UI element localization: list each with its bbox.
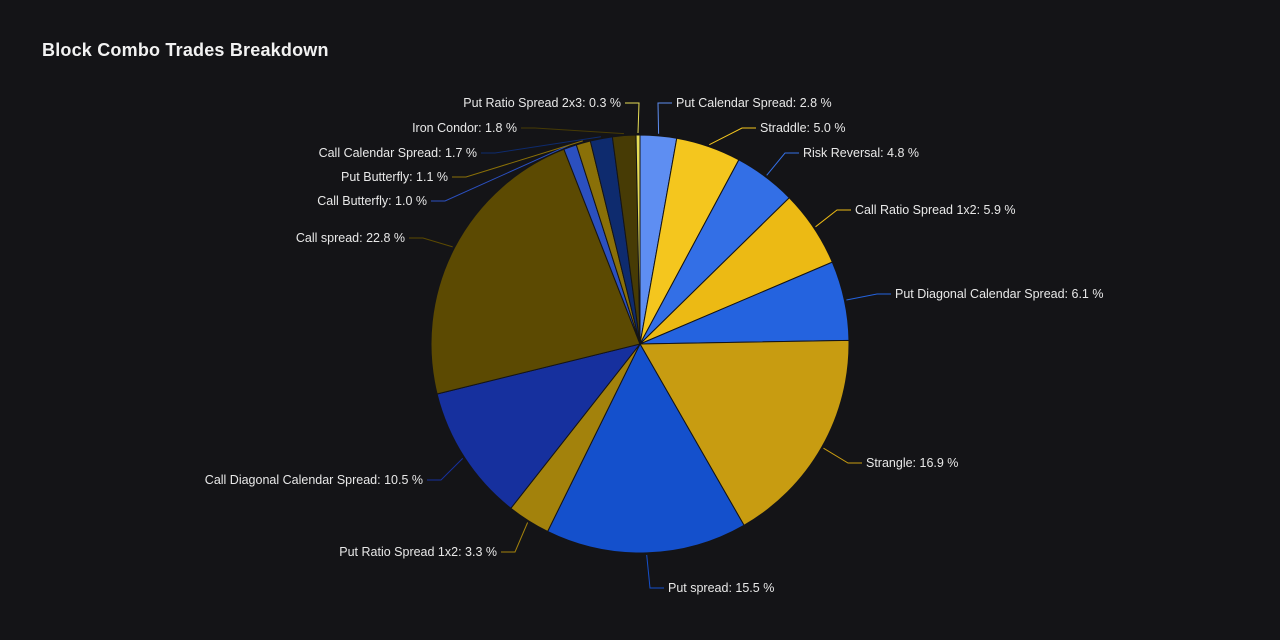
label-connector-straddle [709,127,756,146]
slice-label-put-calendar-spread: Put Calendar Spread: 2.8 % [676,96,832,110]
label-connector-put-spread [646,554,664,589]
slice-label-strangle: Strangle: 16.9 % [866,456,959,470]
slice-label-call-butterfly: Call Butterfly: 1.0 % [317,194,427,208]
slice-label-put-spread: Put spread: 15.5 % [668,581,775,595]
slice-label-risk-reversal: Risk Reversal: 4.8 % [803,146,920,160]
label-connector-call-spread [409,237,453,248]
slice-label-put-diagonal-calendar-spread: Put Diagonal Calendar Spread: 6.1 % [895,287,1104,301]
slice-label-put-ratio-spread-2x3: Put Ratio Spread 2x3: 0.3 % [463,96,621,110]
label-connector-strangle [823,447,862,464]
label-connector-put-butterfly [452,140,583,178]
pie-slice-put-ratio-spread-2x3[interactable] [635,134,641,345]
label-connector-call-calendar-spread [481,136,601,154]
label-connector-put-ratio-spread-1x2 [501,522,529,553]
slice-label-call-spread: Call spread: 22.8 % [295,231,405,245]
slice-label-call-diagonal-calendar-spread: Call Diagonal Calendar Spread: 10.5 % [204,473,423,487]
label-connector-risk-reversal [766,152,799,176]
label-connector-call-diagonal-calendar-spread [427,458,464,481]
pie-slice-call-diagonal-calendar-spread[interactable] [436,343,642,510]
pie-slice-put-spread[interactable] [546,342,745,554]
label-connector-iron-condor [521,127,625,135]
label-connector-put-ratio-spread-2x3 [625,102,640,134]
slice-label-call-ratio-spread-1x2: Call Ratio Spread 1x2: 5.9 % [855,203,1016,217]
label-connector-call-ratio-spread-1x2 [815,209,851,228]
slice-label-straddle: Straddle: 5.0 % [760,121,846,135]
label-connector-put-diagonal-calendar-spread [846,293,891,301]
slice-label-put-ratio-spread-1x2: Put Ratio Spread 1x2: 3.3 % [339,545,497,559]
slice-label-put-butterfly: Put Butterfly: 1.1 % [341,170,448,184]
label-connector-put-calendar-spread [657,102,672,134]
label-connector-call-butterfly [431,144,570,202]
pie-slice-strangle[interactable] [639,339,850,526]
slice-label-call-calendar-spread: Call Calendar Spread: 1.7 % [318,146,477,160]
chart-title: Block Combo Trades Breakdown [42,40,329,60]
slice-label-iron-condor: Iron Condor: 1.8 % [412,121,517,135]
